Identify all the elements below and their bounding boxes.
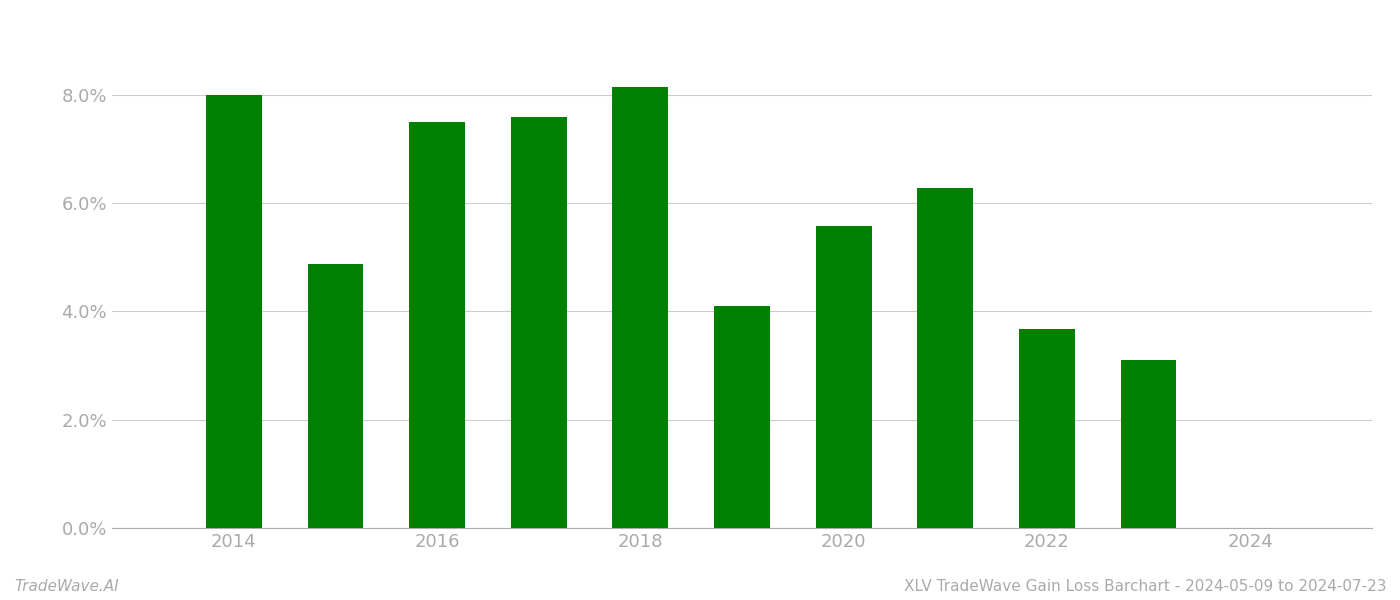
- Bar: [714, 306, 770, 528]
- Text: TradeWave.AI: TradeWave.AI: [14, 579, 119, 594]
- Text: XLV TradeWave Gain Loss Barchart - 2024-05-09 to 2024-07-23: XLV TradeWave Gain Loss Barchart - 2024-…: [903, 579, 1386, 594]
- Bar: [816, 226, 872, 528]
- Bar: [409, 122, 465, 528]
- Bar: [206, 95, 262, 528]
- Bar: [612, 87, 668, 528]
- Bar: [511, 116, 567, 528]
- Bar: [917, 188, 973, 528]
- Bar: [1120, 360, 1176, 528]
- Bar: [308, 264, 364, 528]
- Bar: [1019, 329, 1075, 528]
